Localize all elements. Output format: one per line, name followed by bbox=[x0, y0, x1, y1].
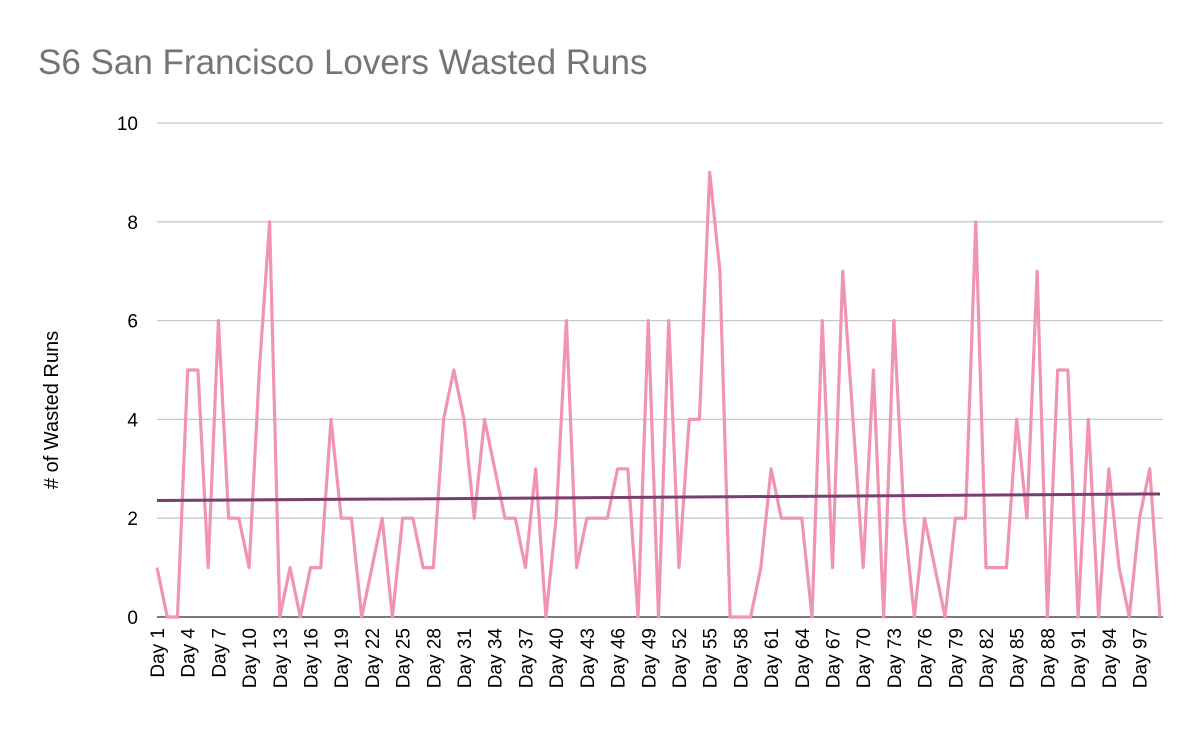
x-tick-label: Day 94 bbox=[1100, 628, 1121, 689]
x-tick-label: Day 43 bbox=[578, 628, 599, 688]
x-tick-label: Day 37 bbox=[516, 628, 537, 688]
y-axis-label: # of Wasted Runs bbox=[41, 331, 63, 489]
trendline bbox=[156, 492, 1161, 503]
x-tick-label: Day 88 bbox=[1038, 628, 1059, 688]
y-tick-label: 2 bbox=[127, 509, 138, 530]
x-tick-label: Day 52 bbox=[670, 628, 691, 688]
x-tick-label: Day 25 bbox=[394, 628, 415, 688]
x-tick-label: Day 97 bbox=[1131, 628, 1152, 688]
x-tick-label: Day 67 bbox=[823, 628, 844, 688]
x-tick-label: Day 82 bbox=[977, 628, 998, 688]
data-line bbox=[155, 170, 1162, 619]
x-tick-label: Day 70 bbox=[854, 628, 875, 688]
x-tick-label: Day 64 bbox=[793, 628, 814, 689]
x-tick-label: Day 55 bbox=[701, 628, 722, 688]
x-tick-label: Day 13 bbox=[271, 628, 292, 688]
y-tick-label: 10 bbox=[117, 114, 138, 135]
y-tick-label: 4 bbox=[127, 410, 138, 431]
x-tick-label: Day 61 bbox=[762, 628, 783, 688]
x-tick-label: Day 49 bbox=[639, 628, 660, 688]
x-tick-label: Day 28 bbox=[424, 628, 445, 688]
y-tick-label: 6 bbox=[127, 312, 138, 333]
x-tick-label: Day 4 bbox=[179, 628, 200, 678]
x-tick-label: Day 34 bbox=[486, 628, 507, 689]
x-tick-label: Day 40 bbox=[547, 628, 568, 688]
x-tick-label: Day 22 bbox=[363, 628, 384, 688]
x-tick-label: Day 10 bbox=[240, 628, 261, 688]
chart-title: S6 San Francisco Lovers Wasted Runs bbox=[38, 43, 648, 82]
x-tick-label: Day 46 bbox=[609, 628, 630, 688]
x-tick-label: Day 73 bbox=[885, 628, 906, 688]
x-tick-label: Day 85 bbox=[1008, 628, 1029, 688]
y-tick-label: 0 bbox=[127, 608, 138, 629]
x-tick-label: Day 19 bbox=[332, 628, 353, 688]
x-tick-label: Day 58 bbox=[731, 628, 752, 688]
x-tick-label: Day 7 bbox=[209, 628, 230, 678]
x-tick-label: Day 31 bbox=[455, 628, 476, 688]
x-tick-label: Day 79 bbox=[946, 628, 967, 688]
x-tick-label: Day 16 bbox=[302, 628, 323, 688]
y-tick-label: 8 bbox=[127, 213, 138, 234]
x-tick-label: Day 76 bbox=[916, 628, 937, 688]
x-tick-label: Day 1 bbox=[148, 628, 169, 678]
x-tick-label: Day 91 bbox=[1069, 628, 1090, 688]
